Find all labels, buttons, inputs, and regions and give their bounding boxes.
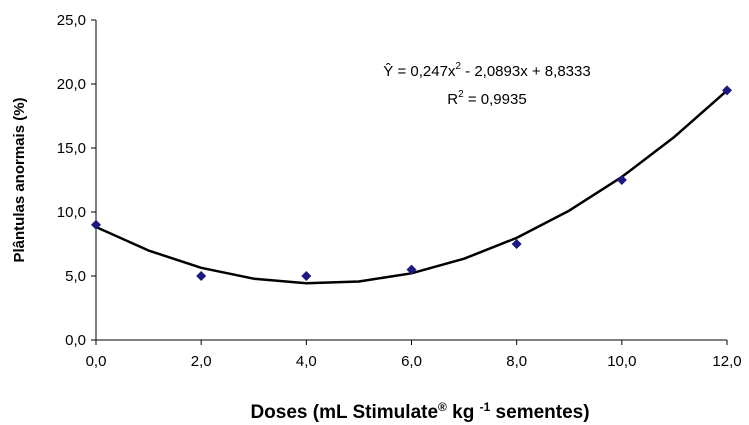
y-axis-label: Plântulas anormais (%)	[11, 97, 28, 262]
x-tick-label: 4,0	[296, 353, 317, 370]
superscript: ®	[438, 400, 447, 414]
y-tick-label: 0,0	[65, 332, 86, 349]
x-tick-label: 6,0	[401, 353, 422, 370]
text-part: = 0,9935	[464, 91, 527, 108]
text-part: Ŷ = 0,247x	[383, 63, 456, 80]
data-point	[406, 264, 417, 275]
superscript: 2	[458, 89, 464, 100]
x-tick-label: 2,0	[191, 353, 212, 370]
y-tick-label: 20,0	[57, 76, 86, 93]
trend-line	[95, 89, 728, 285]
data-point	[722, 85, 732, 96]
data-point	[196, 271, 207, 281]
equation: Ŷ = 0,247x2 - 2,0893x + 8,8333	[383, 61, 590, 80]
text-part: Doses (mL Stimulate	[250, 402, 438, 423]
superscript: 2	[455, 61, 461, 72]
text-part: sementes)	[490, 402, 589, 423]
y-tick-label: 15,0	[57, 140, 86, 157]
y-tick-label: 5,0	[65, 268, 86, 285]
data-point	[301, 271, 312, 281]
y-tick-label: 25,0	[57, 12, 86, 29]
r-squared: R2 = 0,9935	[447, 89, 526, 108]
superscript: -1	[480, 400, 491, 414]
x-tick-label: 12,0	[712, 353, 741, 370]
y-tick-label: 10,0	[57, 204, 86, 221]
text-part: R	[447, 91, 458, 108]
data-point	[91, 219, 101, 230]
text-part: kg	[447, 402, 480, 423]
x-axis-label: Doses (mL Stimulate® kg -1 sementes)	[250, 400, 589, 423]
text-part: - 2,0893x + 8,8333	[461, 63, 591, 80]
data-point	[511, 239, 522, 249]
data-point	[616, 175, 627, 185]
x-tick-label: 8,0	[506, 353, 527, 370]
x-tick-label: 10,0	[607, 353, 636, 370]
x-tick-label: 0,0	[86, 353, 107, 370]
